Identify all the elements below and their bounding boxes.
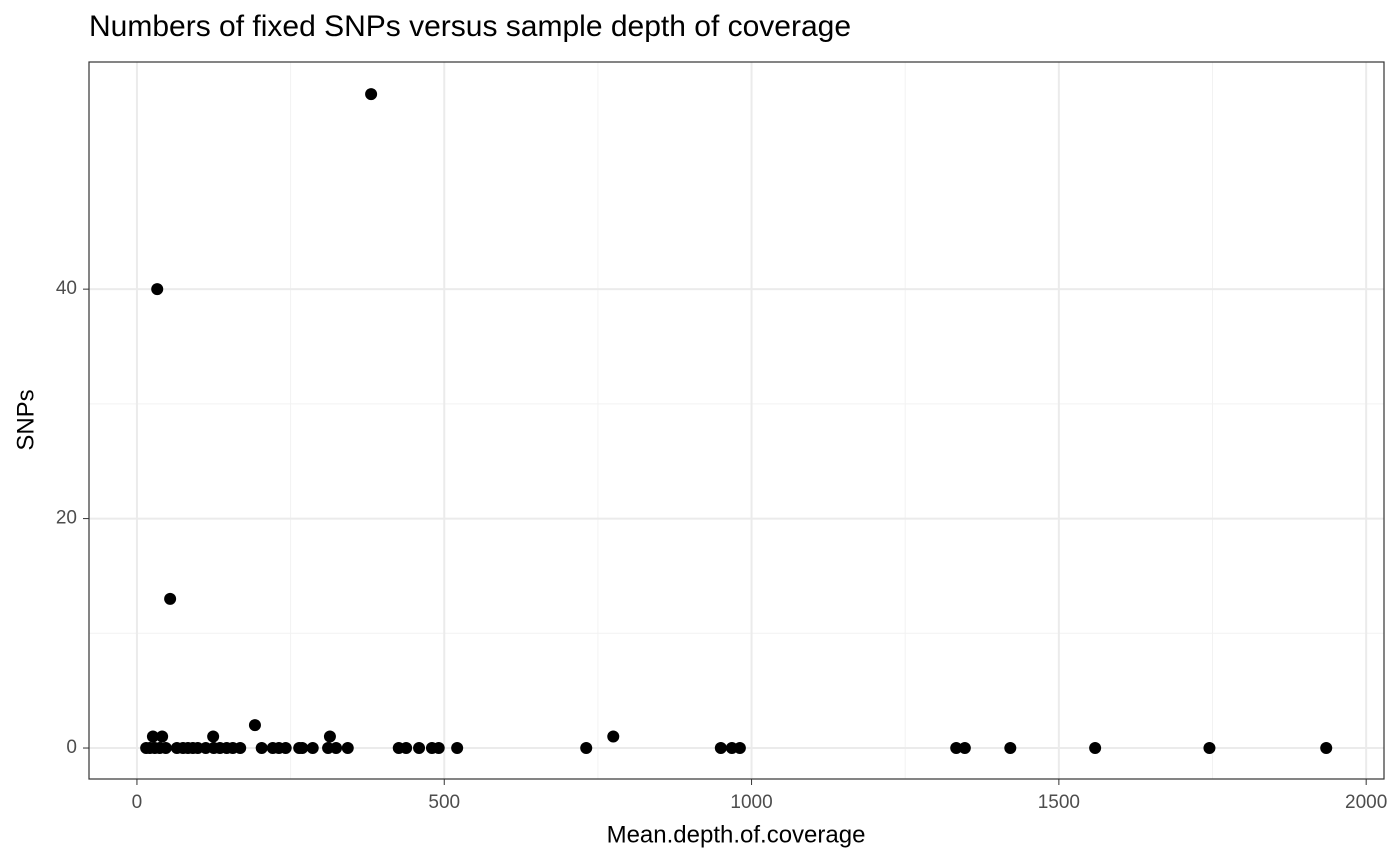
point [400, 742, 413, 755]
point [248, 719, 261, 732]
point [958, 742, 971, 755]
point [255, 742, 268, 755]
x-tick-label: 1000 [730, 792, 772, 813]
point [733, 742, 746, 755]
x-tick-label: 500 [428, 792, 460, 813]
point [151, 283, 164, 296]
y-tick-label: 0 [66, 737, 77, 758]
point [341, 742, 354, 755]
point [323, 730, 336, 743]
point [432, 742, 445, 755]
point [1203, 742, 1216, 755]
y-tick-label: 20 [56, 508, 77, 529]
point [580, 742, 593, 755]
point [159, 742, 172, 755]
chart-title: Numbers of fixed SNPs versus sample dept… [89, 10, 851, 43]
point [156, 730, 169, 743]
point [413, 742, 426, 755]
point [207, 730, 220, 743]
y-axis-title: SNPs [12, 389, 39, 450]
point [1320, 742, 1333, 755]
point [146, 730, 159, 743]
point [365, 88, 378, 101]
point [306, 742, 319, 755]
point [1089, 742, 1102, 755]
panel [89, 62, 1384, 779]
point [234, 742, 247, 755]
point [1004, 742, 1017, 755]
x-axis-title: Mean.depth.of.coverage [607, 821, 866, 848]
point [279, 742, 292, 755]
x-tick-label: 1500 [1038, 792, 1080, 813]
panel-border [88, 61, 1385, 780]
point [296, 742, 309, 755]
point [607, 730, 620, 743]
y-tick-label: 40 [56, 278, 77, 299]
point [451, 742, 464, 755]
x-tick-label: 0 [132, 792, 143, 813]
point [330, 742, 343, 755]
point [950, 742, 963, 755]
point [164, 592, 177, 605]
point [714, 742, 727, 755]
x-tick-label: 2000 [1345, 792, 1387, 813]
